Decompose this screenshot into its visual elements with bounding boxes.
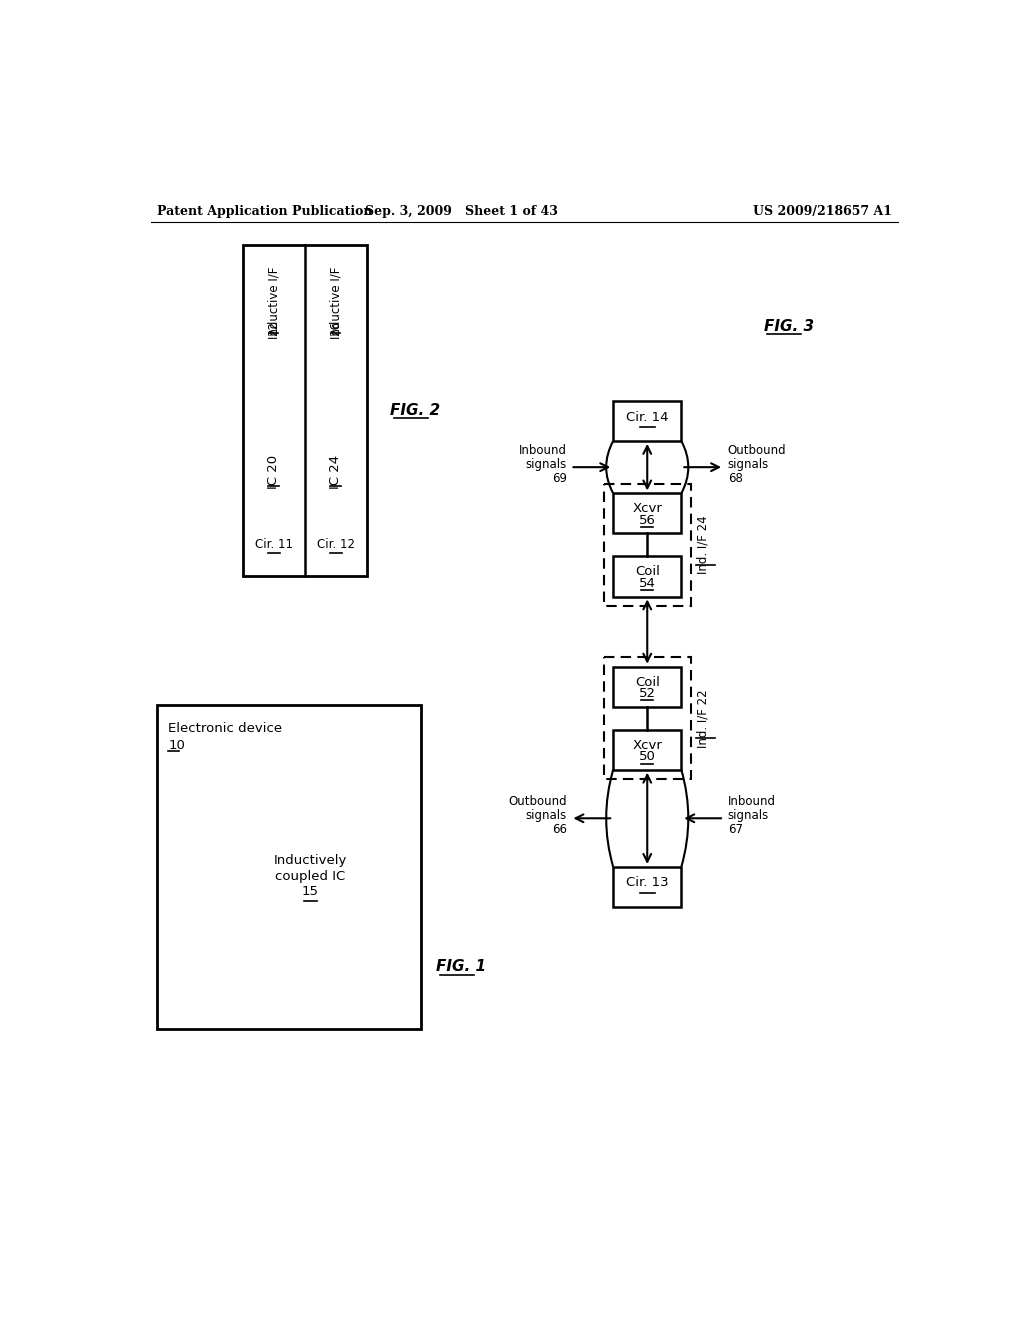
Text: Xcvr: Xcvr — [632, 502, 663, 515]
Text: Ind. I/F 24: Ind. I/F 24 — [696, 516, 709, 574]
Text: Ind. I/F 22: Ind. I/F 22 — [696, 689, 709, 747]
Text: 22: 22 — [267, 322, 281, 337]
Text: Inductive I/F: Inductive I/F — [329, 267, 342, 339]
Text: signals: signals — [728, 809, 769, 822]
Bar — [604, 657, 690, 779]
Text: coupled IC: coupled IC — [275, 870, 346, 883]
Text: Inbound: Inbound — [728, 795, 776, 808]
Text: Outbound: Outbound — [508, 795, 566, 808]
Text: US 2009/218657 A1: US 2009/218657 A1 — [753, 205, 892, 218]
Text: IC 20: IC 20 — [267, 455, 281, 490]
Bar — [613, 557, 681, 597]
Bar — [604, 484, 690, 606]
Text: Cir. 12: Cir. 12 — [316, 537, 354, 550]
Text: FIG. 1: FIG. 1 — [436, 960, 486, 974]
Text: signals: signals — [728, 458, 769, 471]
Text: Inductively: Inductively — [273, 854, 347, 867]
Text: signals: signals — [525, 809, 566, 822]
Text: Inductive I/F: Inductive I/F — [267, 267, 281, 339]
Bar — [234, 797, 386, 952]
Text: IC 24: IC 24 — [329, 455, 342, 490]
Bar — [248, 525, 300, 572]
Text: 10: 10 — [168, 739, 185, 752]
Text: 52: 52 — [639, 686, 655, 700]
Text: 67: 67 — [728, 824, 742, 837]
Text: 15: 15 — [302, 884, 319, 898]
Text: Patent Application Publication: Patent Application Publication — [158, 205, 373, 218]
Text: signals: signals — [525, 458, 566, 471]
Bar — [613, 730, 681, 770]
Bar — [243, 244, 367, 576]
Text: FIG. 3: FIG. 3 — [764, 318, 814, 334]
Text: Cir. 13: Cir. 13 — [626, 876, 669, 890]
Text: 69: 69 — [552, 473, 566, 486]
Text: 68: 68 — [728, 473, 742, 486]
Text: 26: 26 — [329, 322, 342, 337]
Text: Electronic device: Electronic device — [168, 722, 283, 735]
Text: Cir. 11: Cir. 11 — [255, 537, 293, 550]
Bar — [613, 867, 681, 907]
Bar — [613, 401, 681, 441]
Text: FIG. 2: FIG. 2 — [390, 403, 440, 417]
Bar — [613, 494, 681, 533]
Text: Xcvr: Xcvr — [632, 739, 663, 751]
Bar — [158, 705, 421, 1028]
Text: 56: 56 — [639, 513, 655, 527]
Text: Coil: Coil — [635, 676, 659, 689]
Bar — [309, 249, 362, 368]
Text: 54: 54 — [639, 577, 655, 590]
Text: Sep. 3, 2009   Sheet 1 of 43: Sep. 3, 2009 Sheet 1 of 43 — [365, 205, 558, 218]
Bar — [309, 525, 362, 572]
Text: Outbound: Outbound — [728, 444, 786, 457]
Text: 66: 66 — [552, 824, 566, 837]
Bar — [248, 249, 300, 368]
Text: Coil: Coil — [635, 565, 659, 578]
Text: 50: 50 — [639, 750, 655, 763]
Text: Cir. 14: Cir. 14 — [626, 411, 669, 424]
Text: Inbound: Inbound — [518, 444, 566, 457]
Bar — [613, 667, 681, 706]
